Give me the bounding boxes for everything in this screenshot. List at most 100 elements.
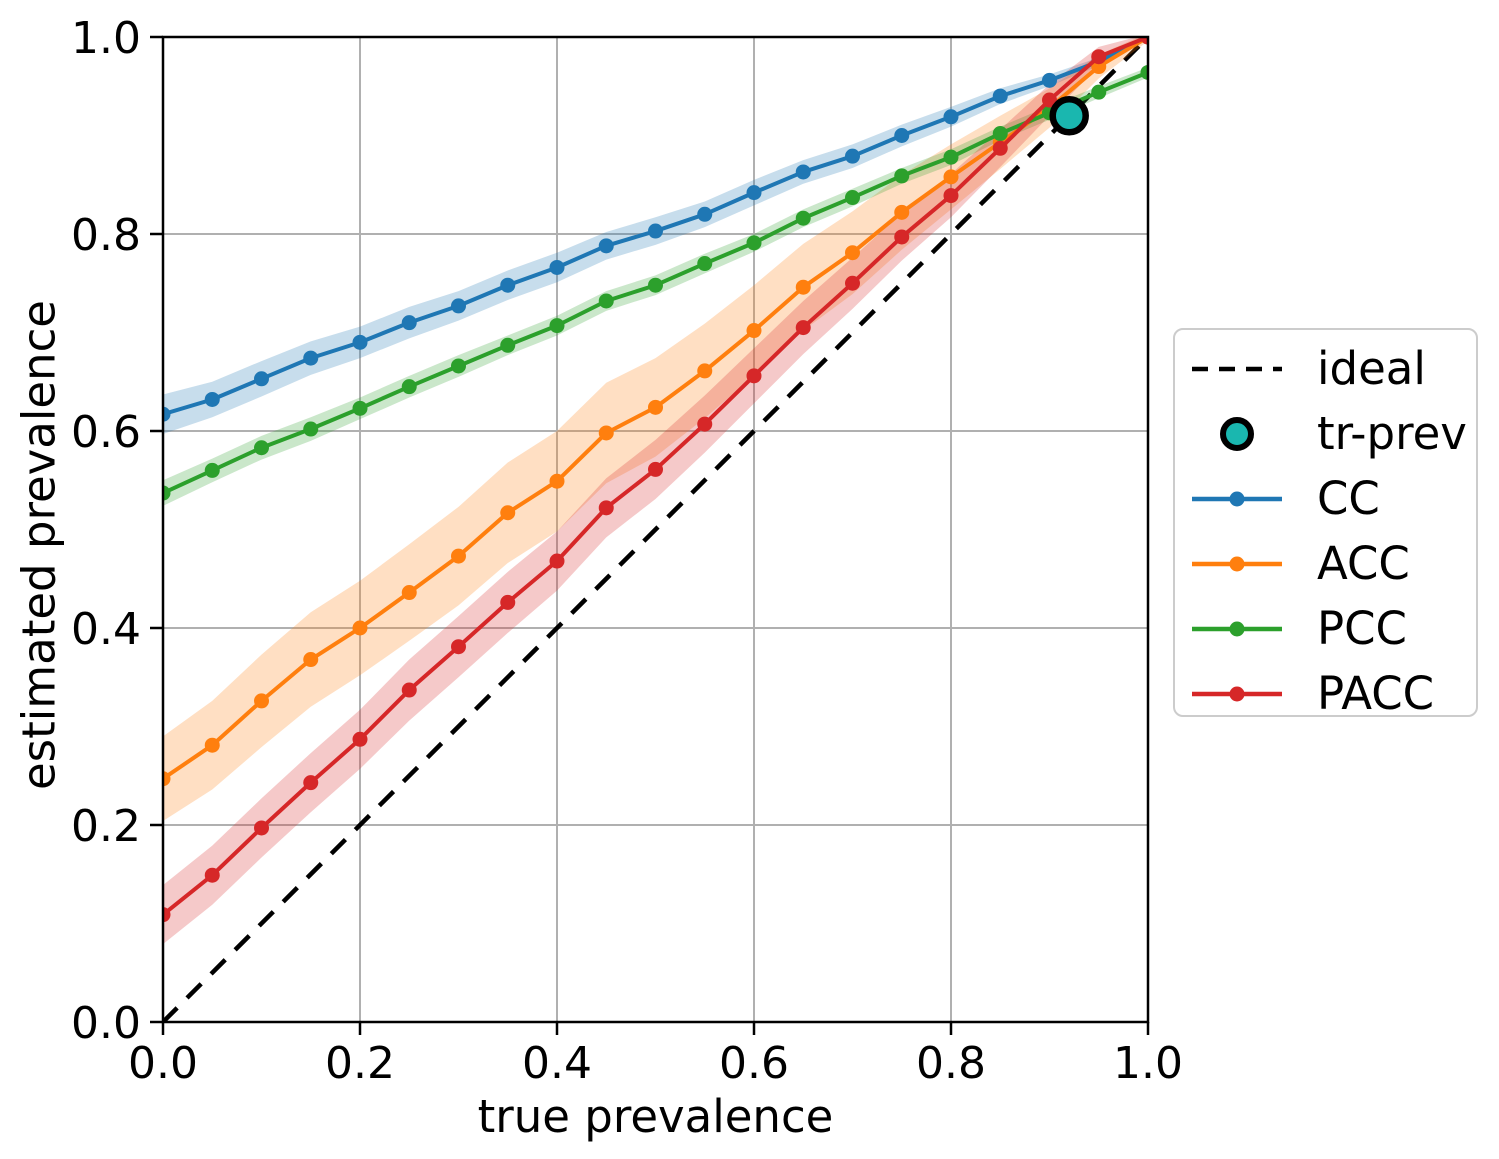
x-axis-label: true prevalence	[477, 1090, 834, 1143]
data-point-pcc	[697, 256, 713, 272]
data-point-pcc	[845, 190, 860, 206]
ideal-dashed-line-icon	[1190, 347, 1284, 391]
data-point-pacc	[1042, 92, 1057, 108]
legend-label-ideal: ideal	[1317, 342, 1426, 395]
data-point-pacc	[163, 907, 171, 923]
data-point-acc	[845, 245, 860, 261]
data-point-acc	[451, 548, 466, 564]
data-point-pacc	[992, 140, 1008, 156]
data-point-acc	[746, 323, 762, 339]
legend-label-cc: CC	[1317, 472, 1380, 525]
data-point-pcc	[795, 210, 811, 226]
data-point-pacc	[746, 368, 762, 384]
data-point-pcc	[992, 126, 1008, 142]
pcc-line-icon	[1190, 607, 1284, 651]
ideal-line	[163, 37, 1148, 1022]
data-point-pacc	[500, 594, 516, 610]
data-point-pcc	[401, 379, 417, 395]
x-tick-label: 0.4	[522, 1038, 592, 1089]
x-tick-label: 1.0	[1113, 1038, 1183, 1089]
x-tick-label: 0.0	[128, 1038, 198, 1089]
data-point-acc	[352, 620, 368, 636]
legend-item-pcc: PCC	[1175, 596, 1476, 661]
y-tick-label: 1.0	[71, 13, 141, 64]
data-point-pacc	[697, 416, 713, 432]
data-point-cc	[303, 350, 319, 366]
data-point-acc	[697, 363, 713, 379]
data-point-pacc	[1140, 37, 1148, 45]
legend-item-acc: ACC	[1175, 531, 1476, 596]
data-point-pcc	[648, 277, 663, 293]
data-point-cc	[204, 391, 220, 407]
data-point-acc	[500, 505, 516, 521]
data-point-pacc	[1091, 49, 1107, 65]
tr-prev-marker-icon	[1190, 412, 1284, 456]
data-point-pcc	[1140, 64, 1148, 80]
data-point-pacc	[401, 682, 417, 698]
legend-item-pacc: PACC	[1175, 661, 1476, 726]
legend-label-tr-prev: tr-prev	[1317, 407, 1467, 460]
data-point-pacc	[352, 731, 368, 747]
x-tick-label: 0.2	[325, 1038, 395, 1089]
cc-line-icon	[1190, 477, 1284, 521]
data-point-acc	[598, 425, 614, 441]
data-point-cc	[697, 206, 713, 222]
legend-label-acc: ACC	[1317, 537, 1410, 590]
y-axis-label: estimated prevalence	[12, 300, 66, 790]
data-point-cc	[795, 164, 811, 180]
data-point-pacc	[648, 461, 663, 477]
data-point-acc	[204, 737, 220, 753]
data-point-acc	[401, 585, 417, 601]
data-point-pacc	[894, 229, 910, 245]
data-point-cc	[746, 185, 762, 201]
data-point-pcc	[163, 485, 171, 501]
axes-spines	[161, 35, 1150, 1024]
data-point-pcc	[352, 400, 368, 416]
data-point-acc	[648, 399, 663, 415]
data-point-cc	[943, 109, 959, 125]
data-point-pacc	[303, 775, 319, 791]
data-point-pcc	[549, 318, 565, 334]
data-point-cc	[598, 238, 614, 254]
y-tick-label: 0.6	[71, 407, 141, 458]
legend-label-pacc: PACC	[1317, 667, 1435, 720]
data-point-acc	[943, 169, 959, 185]
acc-line-icon	[1190, 542, 1284, 586]
data-point-cc	[352, 334, 368, 350]
y-tick-label: 0.4	[71, 604, 141, 655]
data-point-cc	[500, 277, 516, 293]
data-point-pcc	[303, 421, 319, 437]
data-point-pcc	[1091, 84, 1107, 100]
data-point-cc	[163, 406, 171, 422]
data-point-pcc	[451, 358, 466, 374]
band-pacc	[163, 37, 1148, 945]
legend-label-pcc: PCC	[1317, 602, 1407, 655]
data-point-cc	[254, 371, 269, 387]
data-point-pacc	[598, 500, 614, 516]
data-point-cc	[549, 259, 565, 275]
data-point-pcc	[500, 337, 516, 353]
data-point-pacc	[795, 320, 811, 336]
y-tick-label: 0.8	[71, 210, 141, 261]
data-point-cc	[648, 223, 663, 239]
data-point-pacc	[254, 820, 269, 836]
tr-prev-marker	[1049, 96, 1089, 136]
data-point-acc	[795, 279, 811, 295]
data-point-cc	[451, 298, 466, 314]
x-tick-label: 0.8	[916, 1038, 986, 1089]
data-point-cc	[992, 88, 1008, 104]
y-tick-label: 0.2	[71, 801, 141, 852]
legend-item-tr-prev: tr-prev	[1175, 401, 1476, 466]
data-point-pcc	[598, 293, 614, 309]
data-point-pcc	[746, 235, 762, 251]
legend-item-ideal: ideal	[1175, 336, 1476, 401]
legend: ideal tr-prev CC ACC PCC PACC	[1173, 328, 1478, 717]
data-point-pcc	[943, 149, 959, 165]
data-point-cc	[845, 148, 860, 164]
x-tick-label: 0.6	[719, 1038, 789, 1089]
y-tick-label: 0.0	[71, 998, 141, 1049]
data-point-cc	[1042, 72, 1057, 88]
pacc-line-icon	[1190, 672, 1284, 716]
